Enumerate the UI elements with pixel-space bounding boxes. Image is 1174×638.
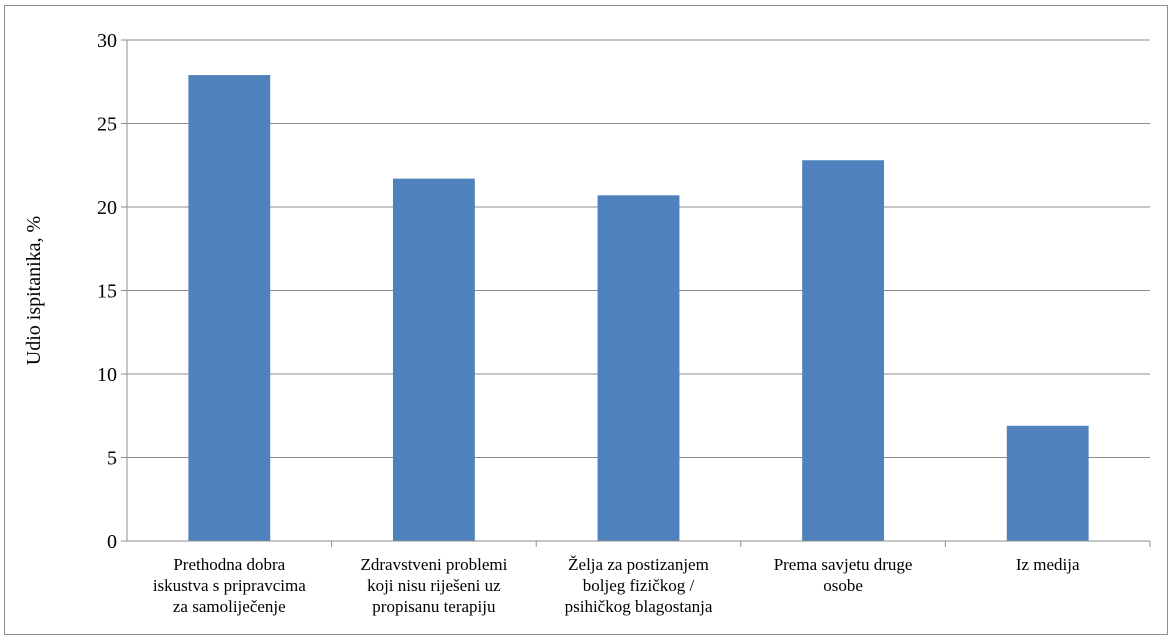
bars [188,75,1089,542]
x-category-label: Iz medija [1016,555,1080,574]
y-tick-label: 0 [107,531,117,553]
x-category-label: Želja za postizanjem boljeg fizičkog / psi… [565,555,713,616]
y-tick-label: 25 [97,114,117,136]
bar [802,160,885,542]
y-tick-label: 30 [97,30,117,52]
bar [392,178,475,542]
y-tick-label: 10 [97,364,117,386]
bar [188,75,271,541]
y-tick-label: 5 [107,448,117,470]
x-category-label: Prema savjetu druge osobe [774,555,913,595]
y-axis-title: Udio ispitanika, % [23,216,45,365]
x-category-label: Prethodna dobra iskustva s pripravcima za … [153,555,306,616]
gridlines [127,39,1150,458]
x-category-label: Zdravstveni problemi koji nisu riješeni u… [360,555,507,616]
axes [121,39,1151,547]
bar [1006,425,1089,541]
y-tick-label: 15 [97,281,117,303]
y-tick-label: 20 [97,197,117,219]
labels: 0 5 10 15 20 25 30 Prethodna dobra iskustva s pr… [97,30,1080,616]
bar [597,195,680,541]
